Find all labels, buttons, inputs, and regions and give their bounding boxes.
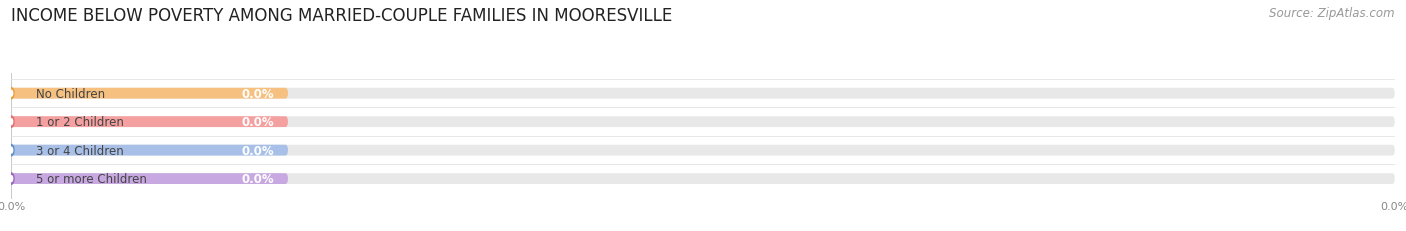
Circle shape <box>10 119 13 125</box>
FancyBboxPatch shape <box>11 145 288 156</box>
FancyBboxPatch shape <box>11 117 288 128</box>
FancyBboxPatch shape <box>11 88 288 99</box>
FancyBboxPatch shape <box>11 173 1395 184</box>
Text: 0.0%: 0.0% <box>242 172 274 185</box>
Text: INCOME BELOW POVERTY AMONG MARRIED-COUPLE FAMILIES IN MOORESVILLE: INCOME BELOW POVERTY AMONG MARRIED-COUPL… <box>11 7 672 25</box>
Text: Source: ZipAtlas.com: Source: ZipAtlas.com <box>1270 7 1395 20</box>
Text: 0.0%: 0.0% <box>242 87 274 100</box>
Text: 1 or 2 Children: 1 or 2 Children <box>37 116 124 129</box>
Circle shape <box>10 91 13 97</box>
Text: 5 or more Children: 5 or more Children <box>37 172 148 185</box>
FancyBboxPatch shape <box>11 88 1395 99</box>
Circle shape <box>10 148 13 153</box>
Circle shape <box>10 176 13 182</box>
Circle shape <box>8 88 14 99</box>
FancyBboxPatch shape <box>11 145 1395 156</box>
Circle shape <box>8 145 14 156</box>
Circle shape <box>8 116 14 128</box>
Circle shape <box>8 173 14 185</box>
Text: No Children: No Children <box>37 87 105 100</box>
Text: 0.0%: 0.0% <box>242 144 274 157</box>
FancyBboxPatch shape <box>11 117 1395 128</box>
Text: 3 or 4 Children: 3 or 4 Children <box>37 144 124 157</box>
FancyBboxPatch shape <box>11 173 288 184</box>
Text: 0.0%: 0.0% <box>242 116 274 129</box>
